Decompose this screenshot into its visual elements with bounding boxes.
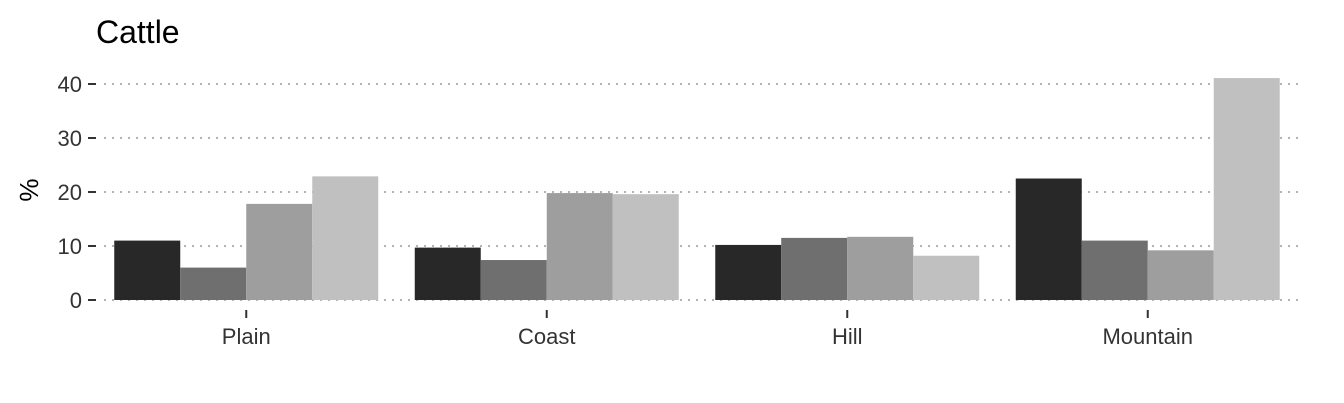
y-tick-label-40: 40 bbox=[58, 72, 82, 97]
x-tick-label-1: Coast bbox=[518, 324, 575, 349]
x-tick-label-3: Mountain bbox=[1102, 324, 1193, 349]
y-tick-label-20: 20 bbox=[58, 180, 82, 205]
bar-0-1 bbox=[180, 267, 247, 300]
x-tick-label-0: Plain bbox=[222, 324, 271, 349]
bar-2-2 bbox=[847, 236, 914, 300]
bar-1-0 bbox=[414, 247, 481, 300]
bar-3-0 bbox=[1015, 178, 1082, 300]
y-tick-label-30: 30 bbox=[58, 126, 82, 151]
bars bbox=[114, 78, 1280, 300]
bar-3-2 bbox=[1147, 250, 1214, 300]
chart-title: Cattle bbox=[96, 14, 180, 50]
bar-2-1 bbox=[781, 237, 848, 300]
bar-0-2 bbox=[246, 203, 313, 300]
y-tick-label-0: 0 bbox=[70, 288, 82, 313]
y-axis: 0 10 20 30 40 bbox=[58, 72, 96, 313]
bar-3-3 bbox=[1213, 78, 1280, 300]
bar-2-3 bbox=[913, 255, 980, 300]
y-axis-label: % bbox=[14, 178, 44, 201]
bar-1-3 bbox=[612, 194, 679, 300]
bar-0-3 bbox=[312, 176, 379, 300]
bar-1-2 bbox=[546, 193, 613, 300]
x-tick-label-2: Hill bbox=[832, 324, 863, 349]
bar-1-1 bbox=[480, 260, 547, 300]
y-tick-label-10: 10 bbox=[58, 234, 82, 259]
bar-2-0 bbox=[715, 244, 782, 300]
bar-0-0 bbox=[114, 240, 181, 300]
x-axis: Plain Coast Hill Mountain bbox=[222, 310, 1193, 349]
bar-3-1 bbox=[1081, 240, 1148, 300]
